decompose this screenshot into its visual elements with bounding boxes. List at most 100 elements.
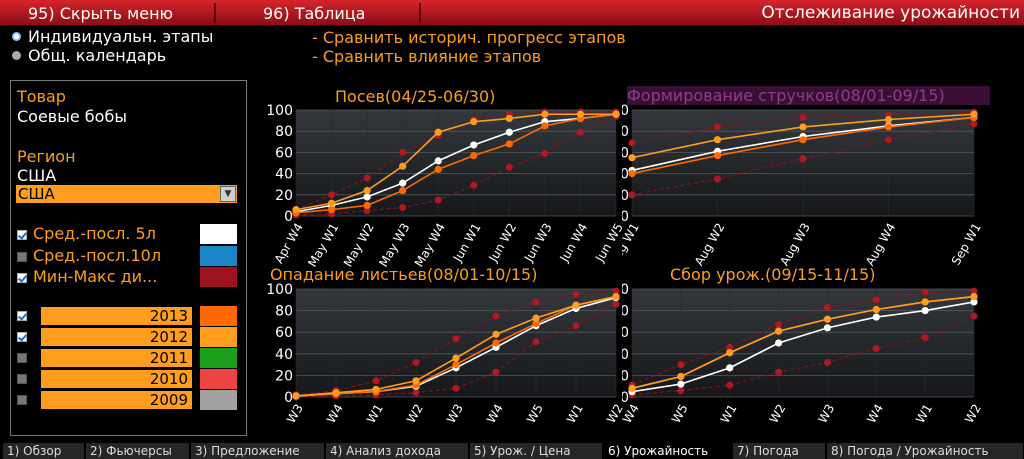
x-tick-label: Jun W1 xyxy=(450,221,484,265)
x-tick-label: W3 xyxy=(444,402,466,426)
compare-history-link[interactable]: - Сравнить историч. прогресс этапов xyxy=(312,28,626,47)
x-tick-label: May W3 xyxy=(376,221,412,269)
series-line-year2012 xyxy=(295,113,616,211)
data-point-year2012 xyxy=(799,123,807,131)
data-point-min xyxy=(505,163,513,171)
data-point-year2012 xyxy=(363,186,371,195)
series-line-max xyxy=(631,111,975,144)
y-tick-label: 60 xyxy=(622,145,629,161)
x-tick-label: May W2 xyxy=(341,221,377,269)
region-label: Регион xyxy=(17,147,76,166)
tab-weather-yield[interactable]: 8) Погода / Урожайность xyxy=(827,443,1024,459)
data-point-max xyxy=(921,288,929,296)
data-point-avg5 xyxy=(505,128,513,136)
x-tick-label: W5 xyxy=(524,402,546,426)
color-swatch-2010[interactable] xyxy=(200,369,237,389)
chart-pod-setting: 0 20 40 60 80 100 Aug W1 Aug W2 Aug W3 Aug W4 Sep … xyxy=(622,104,984,268)
data-point-year2012 xyxy=(713,136,722,144)
tab-income-analysis[interactable]: 4) Анализ дохода xyxy=(326,443,469,459)
data-point-max xyxy=(492,312,500,320)
series-line-year2012 xyxy=(631,295,975,390)
data-point-min xyxy=(452,384,460,392)
color-swatch-2011[interactable] xyxy=(200,348,237,368)
radio-common-calendar[interactable]: Общ. календарь xyxy=(12,46,166,65)
tab-overview[interactable]: 1) Обзор xyxy=(3,443,85,459)
y-tick-label: 20 xyxy=(622,368,629,384)
data-point-min xyxy=(823,358,831,366)
y-tick-label: 20 xyxy=(622,188,629,204)
x-tick-label: Aug W2 xyxy=(692,221,727,268)
data-point-year2013 xyxy=(505,140,513,148)
checkbox-avg5[interactable] xyxy=(17,230,27,240)
checkbox-2013[interactable] xyxy=(17,311,27,321)
data-point-min xyxy=(412,389,420,397)
data-point-max xyxy=(372,377,380,385)
series-line-min xyxy=(631,123,975,196)
x-tick-label: Aug W3 xyxy=(777,221,812,268)
checkbox-2009[interactable] xyxy=(17,395,27,405)
data-point-min xyxy=(726,381,734,389)
compare-impact-link[interactable]: - Сравнить влияние этапов xyxy=(312,47,542,66)
y-tick-label: 60 xyxy=(275,145,293,161)
data-point-max xyxy=(452,335,460,343)
data-point-year2013 xyxy=(470,151,478,160)
tab-yield[interactable]: 6) Урожайность xyxy=(604,443,732,459)
table-button[interactable]: 96) Таблица xyxy=(263,4,366,23)
series-line-avg5 xyxy=(631,301,975,393)
data-point-min xyxy=(399,204,407,212)
series-line-min xyxy=(295,303,617,398)
chart-title-leaf-drop: Опадание листьев(08/01-10/15) xyxy=(270,265,538,284)
plot-area xyxy=(632,289,974,397)
series-line-max xyxy=(631,290,975,386)
color-swatch-avg10[interactable] xyxy=(200,246,237,266)
color-swatch-avg5[interactable] xyxy=(200,224,237,244)
data-point-max xyxy=(532,298,540,306)
data-point-year2012 xyxy=(970,110,978,118)
x-tick-label: W2 xyxy=(962,402,984,426)
year-label-2009: 2009 xyxy=(41,391,192,409)
data-point-year2012 xyxy=(628,384,636,392)
region-dropdown[interactable]: США ▼ xyxy=(16,185,237,203)
x-tick-label: W5 xyxy=(669,402,691,426)
data-point-year2012 xyxy=(572,301,580,309)
color-swatch-2013[interactable] xyxy=(200,306,237,326)
y-tick-label: 100 xyxy=(622,283,629,298)
checkbox-2010[interactable] xyxy=(17,374,27,384)
checkbox-avg10[interactable] xyxy=(17,252,27,262)
x-tick-label: Jun W2 xyxy=(486,221,520,265)
data-point-max xyxy=(799,113,807,121)
checkbox-minmax[interactable] xyxy=(17,273,27,283)
color-swatch-minmax[interactable] xyxy=(200,267,237,287)
color-swatch-2009[interactable] xyxy=(200,390,237,410)
checkbox-2012[interactable] xyxy=(17,332,27,342)
data-point-min xyxy=(872,344,880,352)
data-point-year2012 xyxy=(292,392,300,400)
data-point-min xyxy=(541,149,549,157)
data-point-year2012 xyxy=(332,389,340,397)
series-line-year2013 xyxy=(295,113,617,214)
year-label-2010: 2010 xyxy=(41,370,192,388)
series-line-min xyxy=(631,315,975,396)
x-tick-label: W4 xyxy=(324,402,346,426)
data-point-max xyxy=(714,123,721,131)
bottom-tab-bar: 1) Обзор 2) Фьючерсы 3) Предложение 4) А… xyxy=(0,442,1024,459)
data-point-min xyxy=(921,334,929,342)
data-point-year2012 xyxy=(434,128,442,136)
data-point-avg5 xyxy=(677,380,685,388)
tab-supply[interactable]: 3) Предложение xyxy=(191,443,325,459)
radio-individual-stages[interactable]: Индивидуальн. этапы xyxy=(12,27,213,46)
data-point-max xyxy=(363,174,371,182)
data-point-year2013 xyxy=(452,361,460,369)
hide-menu-button[interactable]: 95) Скрыть меню xyxy=(28,4,173,23)
chevron-down-icon[interactable]: ▼ xyxy=(220,186,236,202)
checkbox-2011[interactable] xyxy=(17,353,27,363)
x-tick-label: W1 xyxy=(564,402,586,426)
color-swatch-2012[interactable] xyxy=(200,327,237,347)
tab-yield-price[interactable]: 5) Урож. / Цена xyxy=(470,443,603,459)
data-point-avg5 xyxy=(363,193,371,201)
tab-futures[interactable]: 2) Фьючерсы xyxy=(86,443,190,459)
x-tick-label: Apr W4 xyxy=(272,221,306,266)
data-point-min xyxy=(576,128,584,136)
tab-weather[interactable]: 7) Погода xyxy=(733,443,826,459)
data-point-year2013 xyxy=(363,201,371,209)
